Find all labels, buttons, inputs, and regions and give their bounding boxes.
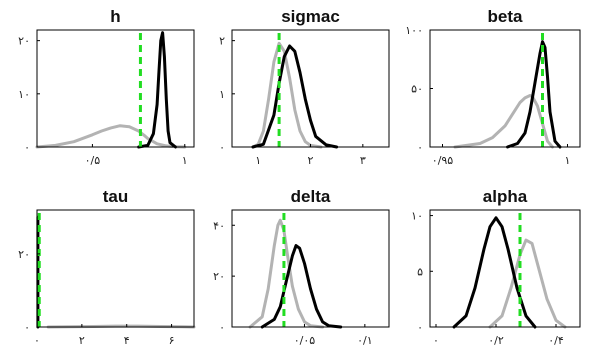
posterior-density-curve — [452, 216, 537, 329]
panel-title: tau — [103, 187, 129, 206]
y-tick-label: ۱۰ — [411, 210, 423, 223]
panel-title: h — [110, 7, 120, 26]
axes-frame — [429, 29, 581, 148]
axes-frame — [231, 209, 390, 328]
x-tick-label: ۰ — [433, 334, 439, 347]
x-tick-label: ۴ — [124, 334, 130, 347]
x-tick-label: ۰/۹۵ — [432, 154, 454, 167]
y-tick-label: ۰ — [219, 321, 225, 334]
y-tick-label: ۱۰۰ — [405, 24, 423, 37]
x-tick-label: ۱ — [182, 154, 188, 167]
prior-density-curve — [251, 41, 323, 149]
y-tick-label: ۵۰ — [411, 83, 423, 96]
y-tick-label: ۰ — [417, 321, 423, 334]
x-tick-label: ۰ — [34, 334, 40, 347]
y-tick-label: ۲۰ — [213, 270, 225, 283]
x-tick-label: ۱ — [565, 154, 571, 167]
panel-alpha: alpha ۰ ۰/۲ ۰/۴ ۰ ۵ ۱۰ — [411, 187, 581, 347]
y-tick-label: ۴۰ — [213, 219, 225, 232]
x-tick-label: ۲ — [79, 334, 85, 347]
x-tick-label: ۰/۱ — [357, 334, 373, 347]
panel-delta: delta ۰/۰۵ ۰/۱ ۰ ۲۰ ۴۰ — [213, 187, 390, 347]
axes-frame — [231, 29, 390, 148]
panel-beta: beta ۰/۹۵ ۱ ۰ ۵۰ ۱۰۰ — [405, 7, 581, 167]
x-tick-label: ۱ — [255, 154, 261, 167]
prior-density-curve — [453, 94, 554, 149]
panel-title: delta — [291, 187, 331, 206]
y-tick-label: ۱ — [219, 88, 225, 101]
y-tick-label: ۰ — [219, 141, 225, 154]
x-tick-label: ۰/۴ — [548, 334, 564, 347]
axes-frame — [429, 209, 581, 328]
panel-sigmac: sigmac ۱ ۲ ۳ ۰ ۱ ۲ — [219, 7, 390, 167]
panel-title: alpha — [483, 187, 528, 206]
prior-density-curve — [248, 218, 325, 329]
prior-density-curve — [35, 124, 187, 149]
x-tick-label: ۰/۲ — [488, 334, 504, 347]
x-tick-label: ۶ — [169, 334, 175, 347]
x-tick-label: ۲ — [308, 154, 314, 167]
y-tick-label: ۱۰ — [18, 88, 30, 101]
panel-title: sigmac — [281, 7, 340, 26]
posterior-density-curve — [506, 40, 562, 149]
y-tick-label: ۲۰ — [18, 35, 30, 48]
y-tick-label: ۰ — [417, 141, 423, 154]
axes-frame — [36, 209, 195, 328]
y-tick-label: ۰ — [24, 141, 30, 154]
panel-title: beta — [488, 7, 524, 26]
y-tick-label: ۲ — [219, 35, 225, 48]
y-tick-label: ۵ — [417, 265, 423, 278]
posterior-density-curve — [260, 244, 343, 329]
posterior-density-curve — [251, 44, 339, 149]
axes-frame — [36, 29, 195, 148]
y-tick-label: ۰ — [24, 321, 30, 334]
posterior-density-curve — [137, 31, 177, 149]
x-tick-label: ۰/۵ — [85, 154, 101, 167]
y-tick-label: ۲۰ — [18, 248, 30, 261]
x-tick-label: ۰/۰۵ — [294, 334, 316, 347]
prior-density-curve — [488, 238, 567, 329]
panel-tau: tau ۰ ۲ ۴ ۶ ۰ ۲۰ — [18, 187, 196, 347]
x-tick-label: ۳ — [360, 154, 366, 167]
